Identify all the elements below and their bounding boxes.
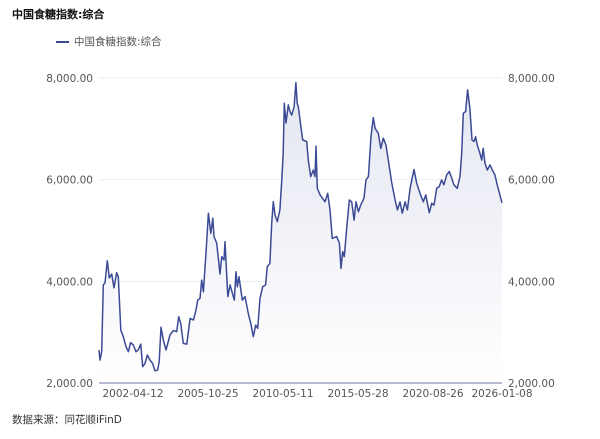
x-tick-label: 2010-05-11 xyxy=(252,388,313,400)
y-tick-label-left: 6,000.00 xyxy=(46,175,93,187)
y-tick-label-right: 2,000.00 xyxy=(508,378,555,390)
y-tick-label-right: 6,000.00 xyxy=(508,175,555,187)
series-line xyxy=(98,81,503,372)
legend-swatch xyxy=(56,40,69,43)
y-tick-label-left: 2,000.00 xyxy=(46,378,93,390)
series-area xyxy=(99,82,502,383)
x-tick-label: 2015-05-28 xyxy=(327,388,388,400)
legend-label: 中国食糖指数:综合 xyxy=(74,36,162,48)
legend[interactable]: 中国食糖指数:综合 xyxy=(56,34,162,49)
y-tick-label-right: 8,000.00 xyxy=(508,73,555,85)
y-tick-label-right: 4,000.00 xyxy=(508,276,555,288)
y-tick-label-left: 4,000.00 xyxy=(46,276,93,288)
x-tick-label: 2026-01-08 xyxy=(471,388,532,400)
x-tick-label: 2002-04-12 xyxy=(102,388,163,400)
x-tick-label: 2020-08-26 xyxy=(402,388,463,400)
data-source-note: 数据来源：同花顺iFinD xyxy=(12,414,122,426)
x-tick-label: 2005-10-25 xyxy=(177,388,238,400)
y-tick-label-left: 8,000.00 xyxy=(46,73,93,85)
chart-title: 中国食糖指数:综合 xyxy=(12,8,105,21)
